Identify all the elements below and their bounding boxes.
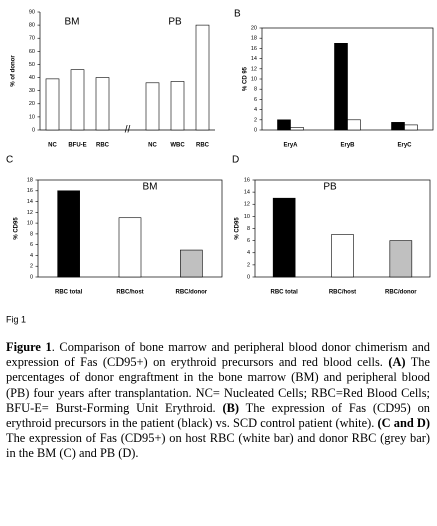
y-tick-label: 18 <box>27 177 33 183</box>
y-tick-label: 0 <box>254 127 257 133</box>
bar <box>45 78 60 131</box>
y-tick-label: 8 <box>254 87 257 93</box>
x-tick-label: NC <box>148 143 157 149</box>
bar <box>404 124 418 131</box>
x-tick-label: RBC total <box>55 290 83 296</box>
y-tick-label: 16 <box>244 177 250 183</box>
y-tick-label: 10 <box>251 76 257 82</box>
bar <box>57 190 80 278</box>
caption-text: (A) <box>388 355 406 370</box>
panel-letter: D <box>232 155 239 166</box>
bar <box>145 82 160 131</box>
y-axis-label: % CD95 <box>235 217 241 240</box>
y-axis-label: % of donor <box>11 55 17 87</box>
group-label: BM <box>65 17 80 28</box>
y-tick-label: 14 <box>244 190 250 196</box>
x-tick-label: EryA <box>283 143 298 149</box>
y-tick-label: 2 <box>30 264 33 270</box>
group-label: PB <box>168 17 182 28</box>
caption-text: . Comparison of bone marrow and peripher… <box>6 340 430 370</box>
y-tick-label: 12 <box>251 66 257 72</box>
y-tick-label: 0 <box>32 127 35 133</box>
bar <box>334 42 348 131</box>
chart-title: PB <box>323 182 337 193</box>
x-tick-label: RBC/donor <box>175 290 207 296</box>
chart-title: BM <box>143 182 158 193</box>
y-axis-label: % CD 95 <box>243 66 249 91</box>
y-tick-label: 50 <box>29 62 35 68</box>
y-tick-label: 40 <box>29 75 35 81</box>
y-tick-label: 0 <box>247 274 250 280</box>
x-tick-label: EryC <box>397 143 412 149</box>
bar <box>290 127 304 131</box>
y-tick-label: 8 <box>30 231 33 237</box>
x-tick-label: RBC <box>96 143 110 149</box>
caption-text: (C and D) <box>377 416 431 431</box>
y-tick-label: 4 <box>247 250 250 256</box>
caption-text: The expression of Fas (CD95+) on host RB… <box>6 431 430 461</box>
y-tick-label: 10 <box>27 221 33 227</box>
y-tick-label: 4 <box>30 253 33 259</box>
y-tick-label: 20 <box>251 25 257 31</box>
x-tick-label: RBC/donor <box>385 290 417 296</box>
y-tick-label: 14 <box>251 56 257 62</box>
y-tick-label: 14 <box>27 199 33 205</box>
figure-label: Fig 1 <box>6 314 26 324</box>
y-tick-label: 10 <box>244 214 250 220</box>
bar <box>391 122 405 131</box>
bar <box>331 234 354 278</box>
bar <box>170 81 185 131</box>
caption-text: Figure 1 <box>6 340 52 354</box>
figure: Fig 1 BM PB% of donor0102030405060708090N… <box>6 9 434 324</box>
y-tick-label: 6 <box>254 97 257 103</box>
x-tick-label: BFU-E <box>68 143 86 149</box>
x-tick-label: RBC <box>196 143 210 149</box>
y-tick-label: 6 <box>30 242 33 248</box>
y-tick-label: 90 <box>29 9 35 15</box>
caption-text: The expression of Fas (CD95) on erythroi… <box>6 400 430 431</box>
y-tick-label: 2 <box>247 262 250 268</box>
y-tick-label: 60 <box>29 49 35 55</box>
y-tick-label: 10 <box>29 114 35 120</box>
x-tick-label: WBC <box>170 143 185 149</box>
x-tick-label: EryB <box>340 143 355 149</box>
y-tick-label: 8 <box>247 226 250 232</box>
y-tick-label: 16 <box>251 46 257 52</box>
bar <box>180 249 203 278</box>
caption-text: (B) <box>222 400 240 415</box>
bar <box>118 217 142 278</box>
y-tick-label: 80 <box>29 23 35 29</box>
x-tick-label: RBC total <box>270 290 298 296</box>
bar <box>95 77 110 131</box>
y-tick-label: 6 <box>247 238 250 244</box>
y-tick-label: 2 <box>254 117 257 123</box>
y-axis-label: % CD95 <box>14 217 20 240</box>
y-tick-label: 12 <box>27 210 33 216</box>
y-tick-label: 70 <box>29 36 35 42</box>
bar <box>277 119 291 131</box>
y-tick-label: 20 <box>29 101 35 107</box>
bar <box>272 197 296 278</box>
bar <box>389 240 413 278</box>
panel-letter: C <box>6 155 13 166</box>
y-tick-label: 18 <box>251 36 257 42</box>
panel-letter: B <box>234 9 241 20</box>
y-tick-label: 0 <box>30 274 33 280</box>
bar <box>195 24 210 131</box>
bar <box>347 119 361 131</box>
caption: Figure 1. Comparison of bone marrow and … <box>6 340 430 462</box>
bar <box>70 69 85 131</box>
y-tick-label: 30 <box>29 88 35 94</box>
x-tick-label: NC <box>48 143 57 149</box>
x-tick-label: RBC/host <box>329 290 356 296</box>
y-tick-label: 12 <box>244 202 250 208</box>
caption-text: The percentages of donor engraftment in … <box>6 355 430 415</box>
y-tick-label: 16 <box>27 188 33 194</box>
axis-break: // <box>125 125 131 136</box>
y-tick-label: 4 <box>254 107 257 113</box>
x-tick-label: RBC/host <box>116 290 143 296</box>
